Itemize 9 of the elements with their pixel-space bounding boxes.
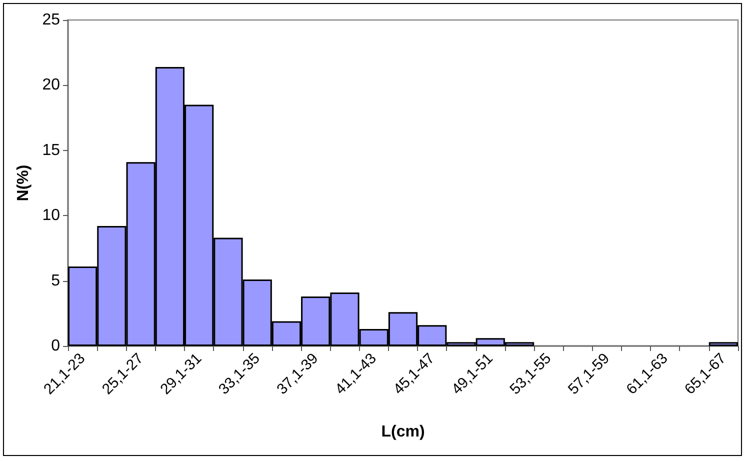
y-tick-label: 0 <box>51 338 60 354</box>
y-tick-label: 25 <box>42 12 60 28</box>
y-tick-label: 5 <box>51 272 60 290</box>
y-tick-label: 15 <box>42 142 60 159</box>
x-axis-title: L(cm) <box>381 424 425 440</box>
y-tick-label: 20 <box>42 76 60 94</box>
y-tick-label: 10 <box>42 207 60 224</box>
y-axis-title: N(%) <box>14 164 32 202</box>
bar <box>708 342 738 346</box>
